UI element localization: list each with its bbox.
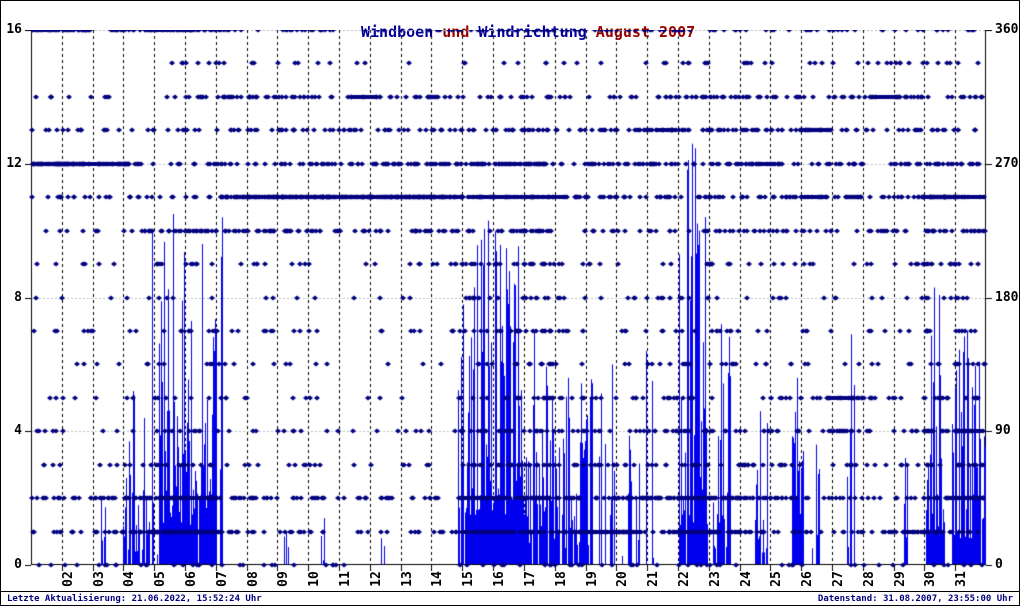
- footer-data-status: Datenstand: 31.08.2007, 23:55:00 Uhr: [817, 594, 1013, 604]
- x-axis-day-label: 29: [892, 571, 908, 587]
- x-axis-day-label: 26: [800, 571, 816, 587]
- x-axis-day-label: 07: [214, 571, 230, 587]
- right-axis-tick-label: 360: [995, 22, 1019, 37]
- right-axis-tick-label: 270: [995, 155, 1019, 171]
- right-axis-tick-label: 90: [995, 423, 1011, 439]
- x-axis-day-label: 25: [769, 571, 785, 587]
- x-axis-day-label: 18: [553, 571, 569, 587]
- x-axis-day-label: 23: [707, 571, 723, 587]
- x-axis-day-label: 04: [122, 571, 138, 587]
- left-axis-tick-label: 0: [14, 557, 22, 572]
- x-axis-day-label: 06: [184, 571, 200, 587]
- left-axis-tick-label: 12: [6, 155, 22, 171]
- x-axis-day-label: 19: [584, 571, 600, 587]
- x-axis-day-label: 27: [830, 571, 846, 587]
- x-axis-day-label: 13: [399, 571, 415, 587]
- x-axis-day-label: 16: [492, 571, 508, 587]
- left-axis-tick-label: 8: [14, 289, 22, 305]
- x-axis-day-label: 12: [368, 571, 384, 587]
- x-axis-day-label: 30: [923, 571, 939, 587]
- x-axis-day-label: 31: [954, 571, 970, 587]
- right-axis-tick-label: 0: [995, 557, 1003, 572]
- x-axis-day-label: 20: [615, 571, 631, 587]
- x-axis-day-label: 02: [60, 571, 76, 587]
- x-axis-day-label: 24: [738, 571, 754, 587]
- x-axis-day-label: 03: [91, 571, 107, 587]
- x-axis-day-label: 14: [430, 571, 446, 587]
- x-axis-day-label: 09: [276, 571, 292, 587]
- footer-last-update: Letzte Aktualisierung: 21.06.2022, 15:52…: [7, 594, 262, 604]
- x-axis-day-label: 05: [153, 571, 169, 587]
- footer-divider: [1, 591, 1019, 592]
- x-axis-day-label: 11: [338, 571, 354, 587]
- x-axis-day-label: 22: [676, 571, 692, 587]
- x-axis-day-label: 28: [861, 571, 877, 587]
- left-axis-tick-label: 4: [14, 423, 22, 439]
- left-axis-tick-label: 16: [6, 22, 22, 37]
- plot-canvas: [25, 30, 993, 571]
- right-axis-tick-label: 180: [995, 289, 1019, 305]
- x-axis-day-label: 15: [461, 571, 477, 587]
- x-axis-day-label: 21: [646, 571, 662, 587]
- x-axis-day-label: 17: [522, 571, 538, 587]
- x-axis-day-label: 08: [245, 571, 261, 587]
- x-axis-day-label: 10: [307, 571, 323, 587]
